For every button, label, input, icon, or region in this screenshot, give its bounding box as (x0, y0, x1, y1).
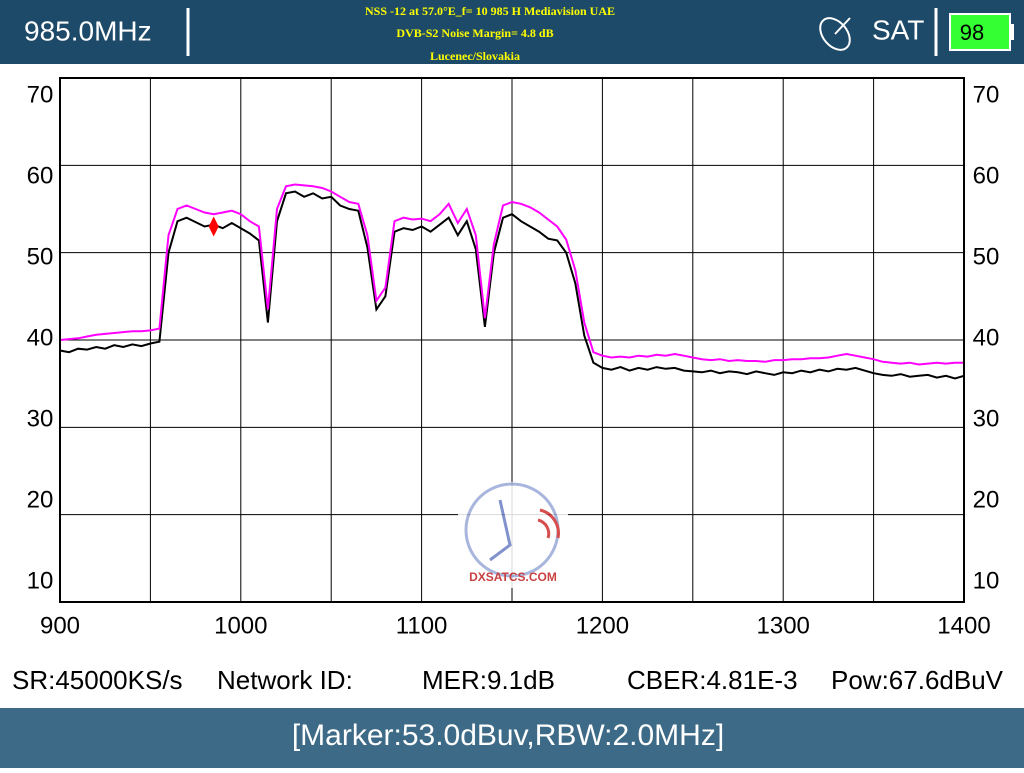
x-tick-label: 1100 (396, 612, 448, 639)
x-tick-label: 1300 (757, 612, 810, 639)
y2-tick-label: 40 (973, 324, 1000, 351)
y2-tick-label: 30 (973, 405, 1000, 432)
battery-level: 98 (960, 20, 984, 45)
x-tick-label: 1200 (576, 612, 629, 639)
stat: Pow:67.6dBuV (831, 665, 1004, 695)
y2-tick-label: 50 (973, 243, 1000, 270)
info-line: DVB-S2 Noise Margin= 4.8 dB (396, 26, 553, 40)
frequency: 985.0MHz (24, 15, 152, 46)
y2-tick-label: 20 (973, 486, 1000, 513)
marker (208, 216, 219, 237)
y2-tick-label: 70 (973, 81, 1000, 108)
plot-frame (59, 77, 965, 603)
stat: SR:45000KS/s (12, 665, 183, 695)
stat: CBER:4.81E-3 (627, 665, 798, 695)
watermark-dish (489, 499, 512, 562)
dish-icon (819, 17, 851, 51)
y-tick-label: 10 (27, 567, 54, 594)
watermark-waves (537, 508, 560, 539)
battery (949, 13, 1011, 51)
info-line: Lucenec/Slovakia (430, 49, 520, 63)
watermark: DXSATCS.COM (458, 482, 568, 588)
y2-tick-label: 60 (973, 162, 1000, 189)
y-tick-label: 20 (27, 486, 54, 513)
x-tick-label: 1000 (214, 612, 267, 639)
header-bar (0, 0, 1024, 64)
mode: SAT (872, 14, 924, 45)
stat: Network ID: (217, 665, 353, 695)
y-tick-label: 70 (27, 81, 54, 108)
y-tick-label: 60 (27, 162, 54, 189)
x-tick-label: 1400 (937, 612, 990, 639)
y-tick-label: 30 (27, 405, 54, 432)
y-tick-label: 50 (27, 243, 54, 270)
watermark-text: DXSATCS.COM (469, 570, 557, 584)
x-tick-label: 900 (40, 612, 80, 639)
info-line: NSS -12 at 57.0°E_f= 10 985 H Mediavisio… (365, 4, 615, 18)
battery-tip (1010, 24, 1014, 40)
y-tick-label: 40 (27, 324, 54, 351)
footer-text: [Marker:53.0dBuv,RBW:2.0MHz] (292, 719, 724, 752)
stat: MER:9.1dB (422, 665, 555, 695)
footer-bar (0, 708, 1024, 768)
y2-tick-label: 10 (973, 567, 1000, 594)
trace (59, 183, 964, 366)
